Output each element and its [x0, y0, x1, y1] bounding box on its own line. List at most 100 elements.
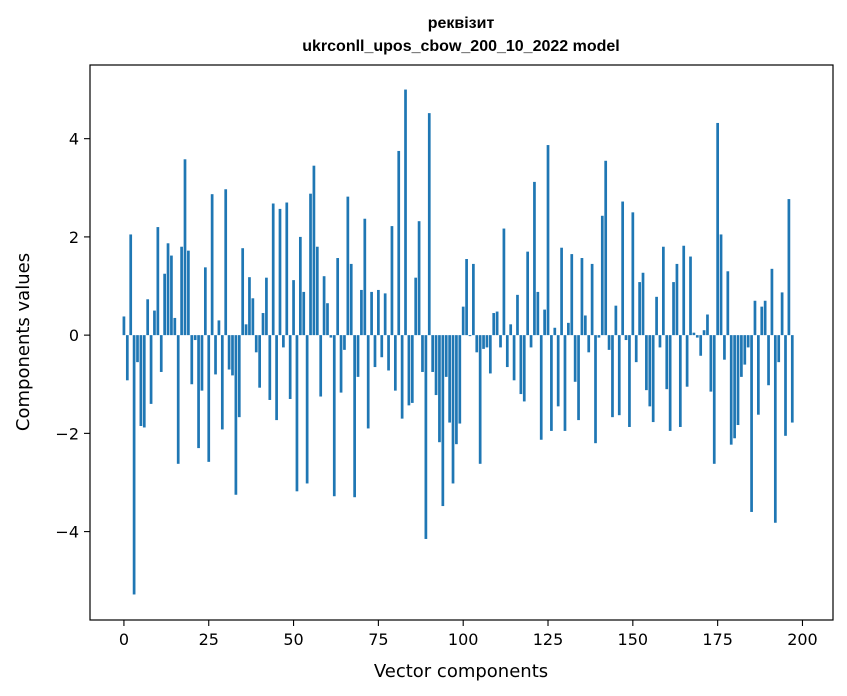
bar-129: [560, 247, 563, 336]
bar-73: [370, 291, 373, 336]
bar-35: [241, 248, 245, 336]
bar-84: [407, 335, 411, 406]
bar-12: [163, 273, 166, 336]
bar-164: [678, 335, 682, 427]
bar-119: [526, 251, 530, 336]
chart-title-line-1: реквізит: [428, 15, 495, 32]
bar-188: [760, 306, 764, 336]
bar-128: [556, 335, 560, 407]
bar-98: [455, 335, 458, 445]
bar-28: [217, 320, 221, 336]
bar-3: [132, 335, 136, 595]
bar-118: [522, 335, 526, 402]
bar-112: [502, 228, 506, 336]
bar-104: [475, 335, 479, 353]
bar-55: [309, 193, 312, 336]
bar-153: [641, 272, 645, 336]
bar-125: [546, 145, 550, 336]
bar-191: [770, 268, 774, 336]
bar-90: [427, 113, 431, 336]
bar-59: [322, 276, 326, 336]
bar-196: [787, 199, 791, 336]
bar-106: [482, 335, 485, 349]
bar-11: [159, 335, 163, 372]
bar-51: [295, 335, 299, 492]
bar-4: [136, 335, 139, 363]
bar-75: [377, 289, 380, 336]
bar-131: [567, 322, 570, 336]
bar-107: [485, 335, 489, 348]
x-tick-label-6: 150: [618, 630, 649, 649]
bar-178: [726, 271, 730, 336]
bar-25: [207, 335, 211, 462]
bar-151: [634, 335, 638, 363]
bar-14: [170, 255, 173, 336]
bar-133: [573, 335, 577, 382]
x-axis-label: Vector components: [374, 661, 548, 682]
bar-108: [488, 335, 492, 374]
bar-156: [651, 335, 655, 423]
bar-64: [339, 335, 343, 393]
bar-165: [682, 245, 686, 336]
bar-43: [268, 335, 272, 400]
y-tick-label-0: −4: [55, 523, 79, 542]
x-tick-label-4: 100: [448, 630, 479, 649]
bar-145: [614, 305, 618, 336]
bar-16: [176, 335, 180, 464]
x-tick-label-1: 25: [199, 630, 219, 649]
chart-title-line-2: ukrconll_upos_cbow_200_10_2022 model: [302, 38, 619, 55]
bar-147: [621, 201, 625, 336]
bar-152: [638, 282, 641, 336]
bar-189: [763, 300, 767, 336]
bar-149: [628, 335, 631, 427]
bar-101: [465, 259, 468, 336]
bar-85: [410, 335, 414, 403]
bar-24: [203, 267, 207, 336]
bar-48: [285, 202, 289, 336]
y-tick-label-2: 0: [69, 326, 79, 345]
bar-9: [153, 310, 156, 336]
bar-5: [139, 335, 143, 426]
bar-120: [529, 335, 533, 348]
bar-57: [315, 246, 319, 336]
bar-102: [468, 335, 472, 337]
bar-72: [366, 335, 370, 429]
bar-50: [292, 280, 295, 336]
bar-93: [438, 335, 441, 443]
bar-47: [282, 335, 285, 348]
x-tick-label-2: 50: [283, 630, 303, 649]
bar-117: [519, 335, 523, 395]
bar-127: [553, 327, 557, 336]
bar-159: [662, 246, 665, 336]
bar-1: [125, 335, 129, 381]
bar-143: [607, 335, 611, 350]
bar-77: [383, 293, 387, 336]
bar-194: [780, 292, 784, 336]
bar-13: [166, 243, 170, 336]
bar-146: [617, 335, 621, 416]
bar-34: [237, 335, 241, 418]
x-tick-label-8: 200: [787, 630, 818, 649]
bar-8: [149, 335, 153, 404]
bar-185: [750, 335, 753, 512]
bar-96: [448, 335, 451, 423]
bar-155: [648, 335, 652, 407]
bar-137: [587, 335, 591, 353]
bar-175: [716, 122, 720, 336]
bar-32: [231, 335, 234, 376]
bar-142: [604, 160, 608, 336]
bar-80: [393, 335, 397, 391]
bar-121: [533, 181, 536, 336]
bar-66: [346, 196, 350, 336]
bar-167: [689, 256, 692, 336]
bar-65: [343, 335, 346, 350]
bar-179: [729, 335, 733, 445]
bar-86: [414, 277, 418, 336]
bar-21: [193, 335, 197, 341]
bar-193: [777, 335, 781, 363]
bar-49: [288, 335, 292, 399]
bar-92: [434, 335, 438, 396]
bar-45: [275, 335, 278, 421]
